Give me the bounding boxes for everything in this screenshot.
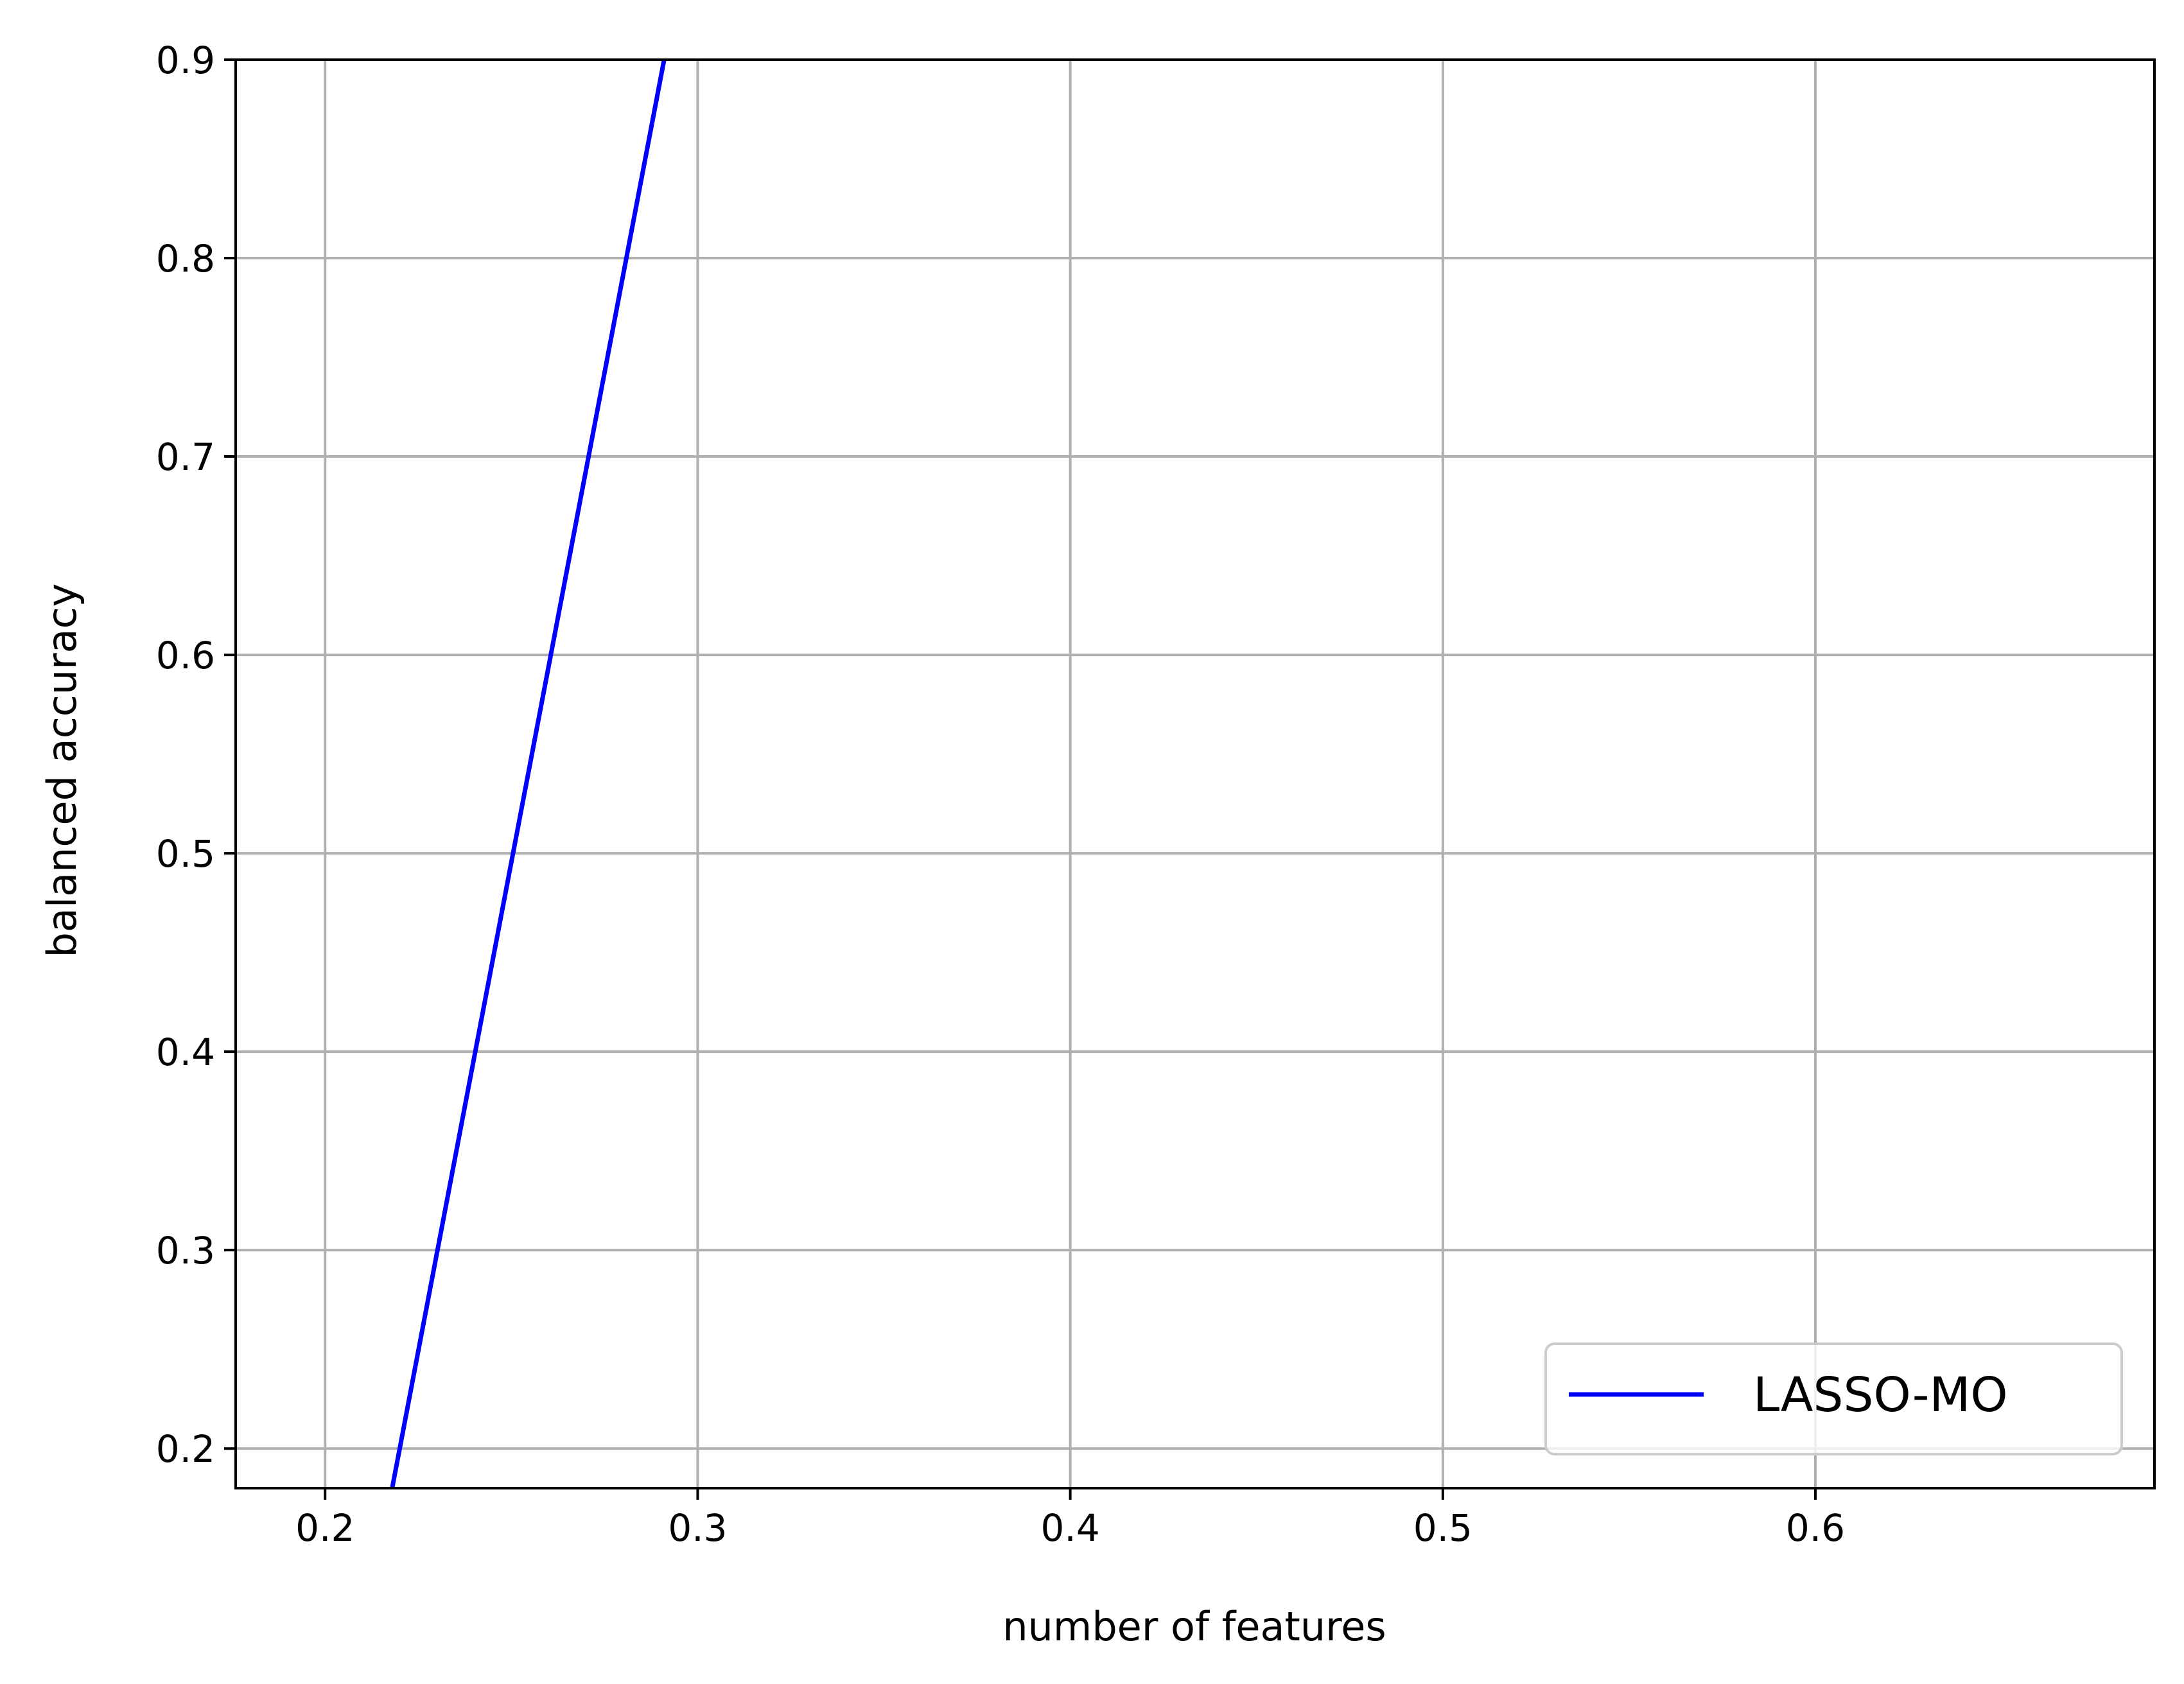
y-tick-label: 0.6 (156, 634, 215, 677)
x-tick-label: 0.3 (668, 1506, 727, 1550)
x-axis-label: number of features (1002, 1603, 1386, 1650)
x-tick-label: 0.2 (295, 1506, 354, 1550)
series-layer (390, 59, 667, 1489)
y-tick-label: 0.8 (156, 237, 215, 281)
x-axis-ticks: 0.2 0.3 0.4 0.5 0.6 (295, 1488, 1845, 1550)
plot-frame (234, 58, 2156, 1489)
y-axis-label: balanced accuracy (39, 584, 85, 958)
x-tick-label: 0.4 (1041, 1506, 1100, 1550)
y-axis-ticks: 0.2 0.3 0.4 0.5 0.6 0.7 0.8 0.9 (156, 39, 236, 1471)
legend-label-lasso-mo: LASSO-MO (1753, 1367, 2008, 1423)
y-tick-label: 0.2 (156, 1427, 215, 1471)
y-tick-label: 0.3 (156, 1229, 215, 1272)
grid-lines (236, 58, 2154, 1488)
legend: LASSO-MO (1544, 1342, 2123, 1455)
y-tick-label: 0.9 (156, 39, 215, 82)
y-tick-label: 0.4 (156, 1030, 215, 1074)
x-tick-label: 0.6 (1786, 1506, 1845, 1550)
x-tick-label: 0.5 (1413, 1506, 1472, 1550)
y-tick-label: 0.5 (156, 832, 215, 876)
legend-box (1544, 1342, 2123, 1455)
y-tick-label: 0.7 (156, 435, 215, 479)
series-line-lasso-mo (390, 59, 667, 1489)
